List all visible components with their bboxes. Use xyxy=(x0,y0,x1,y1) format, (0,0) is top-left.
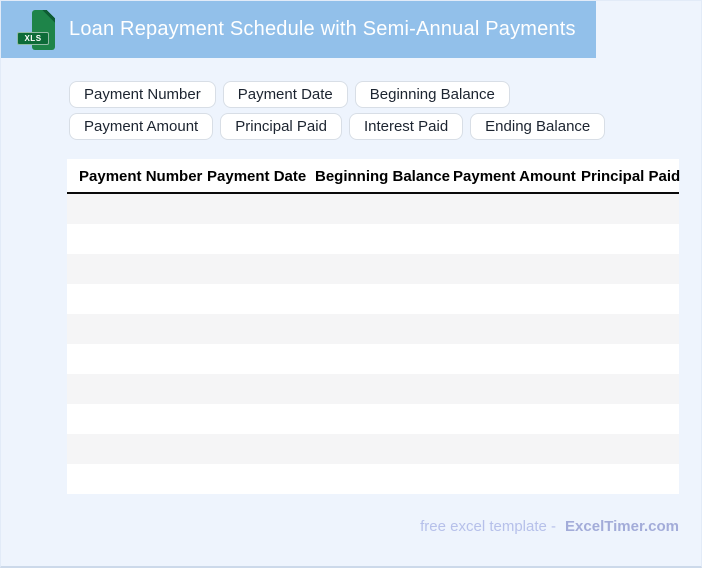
table-row xyxy=(67,344,679,374)
chip-payment-amount[interactable]: Payment Amount xyxy=(69,113,214,140)
footer-brand-link[interactable]: ExcelTimer.com xyxy=(565,518,679,535)
table-header-row: Payment Number Payment Date Beginning Ba… xyxy=(67,159,681,194)
table-row xyxy=(67,434,679,464)
column-chip-list: Payment Number Payment Date Beginning Ba… xyxy=(69,81,629,140)
chip-ending-balance[interactable]: Ending Balance xyxy=(470,113,606,140)
table-body xyxy=(67,194,679,494)
page-title: Loan Repayment Schedule with Semi-Annual… xyxy=(69,18,576,40)
column-header-payment-amount: Payment Amount xyxy=(453,168,576,185)
column-header-beginning-balance: Beginning Balance xyxy=(315,168,451,185)
column-header-payment-date: Payment Date xyxy=(207,168,307,185)
chip-beginning-balance[interactable]: Beginning Balance xyxy=(354,81,510,108)
table-row xyxy=(67,464,679,494)
chip-principal-paid[interactable]: Principal Paid xyxy=(220,113,342,140)
table-row xyxy=(67,194,679,224)
table-row xyxy=(67,224,679,254)
schedule-table: Payment Number Payment Date Beginning Ba… xyxy=(67,159,681,494)
footer-caption: free excel template - xyxy=(420,518,557,535)
table-row xyxy=(67,254,679,284)
table-row xyxy=(67,314,679,344)
xls-badge: XLS xyxy=(17,31,49,45)
column-header-principal-paid: Principal Paid xyxy=(581,168,681,185)
chip-payment-date[interactable]: Payment Date xyxy=(222,81,348,108)
table-row xyxy=(67,374,679,404)
chip-payment-number[interactable]: Payment Number xyxy=(69,81,216,108)
title-banner: XLS Loan Repayment Schedule with Semi-An… xyxy=(1,1,596,58)
table-row xyxy=(67,284,679,314)
xls-file-icon: XLS xyxy=(17,7,55,53)
column-header-payment-number: Payment Number xyxy=(79,168,203,185)
table-row xyxy=(67,404,679,434)
chip-interest-paid[interactable]: Interest Paid xyxy=(348,113,464,140)
footer: free excel template - ExcelTimer.com xyxy=(67,518,679,535)
